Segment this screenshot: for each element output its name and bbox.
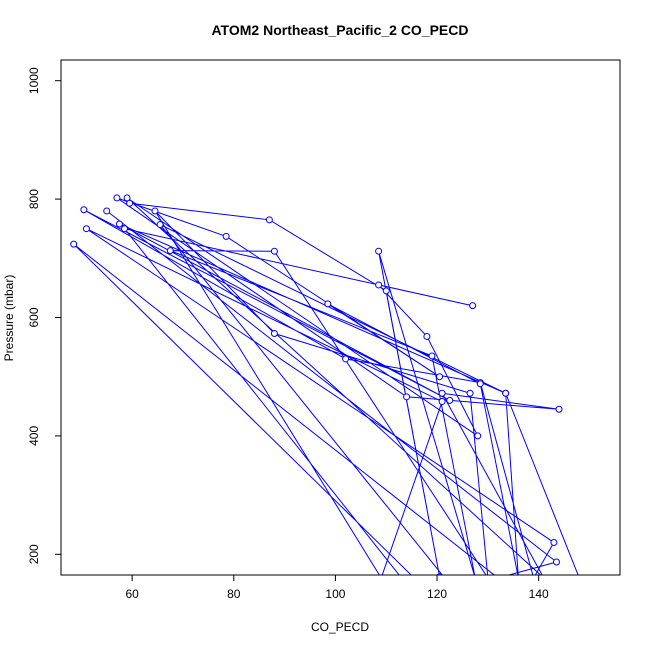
data-point bbox=[436, 373, 444, 381]
data-point bbox=[442, 574, 447, 575]
data-point bbox=[382, 287, 390, 295]
data-point bbox=[552, 558, 560, 566]
data-point bbox=[412, 574, 417, 575]
data-point bbox=[123, 194, 131, 202]
data-point bbox=[446, 396, 454, 404]
y-tick-label: 400 bbox=[27, 426, 41, 446]
chart-title: ATOM2 Northeast_Pacific_2 CO_PECD bbox=[211, 22, 468, 38]
x-tick-label: 100 bbox=[325, 587, 345, 601]
data-point bbox=[342, 355, 350, 363]
y-axis-label: Pressure (mbar) bbox=[2, 275, 16, 362]
data-point bbox=[103, 207, 111, 215]
data-point bbox=[265, 216, 273, 224]
data-point bbox=[438, 389, 446, 397]
data-point bbox=[474, 432, 482, 440]
y-axis: 200 400 600 800 1000 bbox=[27, 67, 62, 564]
data-point bbox=[166, 247, 174, 255]
data-point bbox=[113, 194, 121, 202]
data-point bbox=[555, 405, 563, 413]
x-tick-label: 60 bbox=[125, 587, 139, 601]
data-point bbox=[550, 538, 558, 546]
data-point bbox=[438, 398, 446, 406]
data-point bbox=[70, 240, 78, 248]
data-point bbox=[375, 281, 383, 289]
data-point bbox=[577, 574, 582, 575]
data-point bbox=[379, 574, 384, 575]
series-line bbox=[73, 197, 579, 575]
data-point bbox=[151, 207, 159, 215]
data-point bbox=[466, 389, 474, 397]
data-point bbox=[428, 352, 436, 360]
plot-frame bbox=[60, 59, 621, 576]
data-point bbox=[324, 300, 332, 308]
x-tick-label: 120 bbox=[427, 587, 447, 601]
data-point bbox=[473, 574, 478, 575]
y-tick-label: 600 bbox=[27, 307, 41, 327]
x-tick-label: 80 bbox=[227, 587, 241, 601]
data-point bbox=[115, 220, 123, 228]
data-point bbox=[270, 329, 278, 337]
data-point bbox=[423, 332, 431, 340]
data-point bbox=[375, 247, 383, 255]
x-axis: 60 80 100 120 140 bbox=[125, 574, 549, 601]
data-point bbox=[486, 574, 490, 575]
data-point bbox=[121, 225, 129, 233]
data-point bbox=[156, 221, 164, 229]
data-point bbox=[82, 225, 90, 233]
data-point bbox=[531, 574, 536, 575]
data-point bbox=[222, 232, 230, 240]
data-point bbox=[270, 247, 278, 255]
data-point bbox=[516, 574, 521, 575]
y-tick-label: 800 bbox=[27, 189, 41, 209]
y-tick-label: 200 bbox=[27, 544, 41, 564]
data-point bbox=[496, 574, 500, 575]
y-tick-label: 1000 bbox=[27, 67, 41, 94]
data-point bbox=[469, 302, 477, 310]
series-layer bbox=[70, 194, 582, 575]
data-point bbox=[80, 206, 88, 214]
x-axis-label: CO_PECD bbox=[311, 620, 369, 634]
data-point bbox=[403, 393, 411, 401]
data-point bbox=[541, 574, 546, 575]
x-tick-label: 140 bbox=[529, 587, 549, 601]
data-point bbox=[399, 574, 404, 575]
data-point bbox=[476, 380, 484, 388]
data-point bbox=[502, 389, 510, 397]
